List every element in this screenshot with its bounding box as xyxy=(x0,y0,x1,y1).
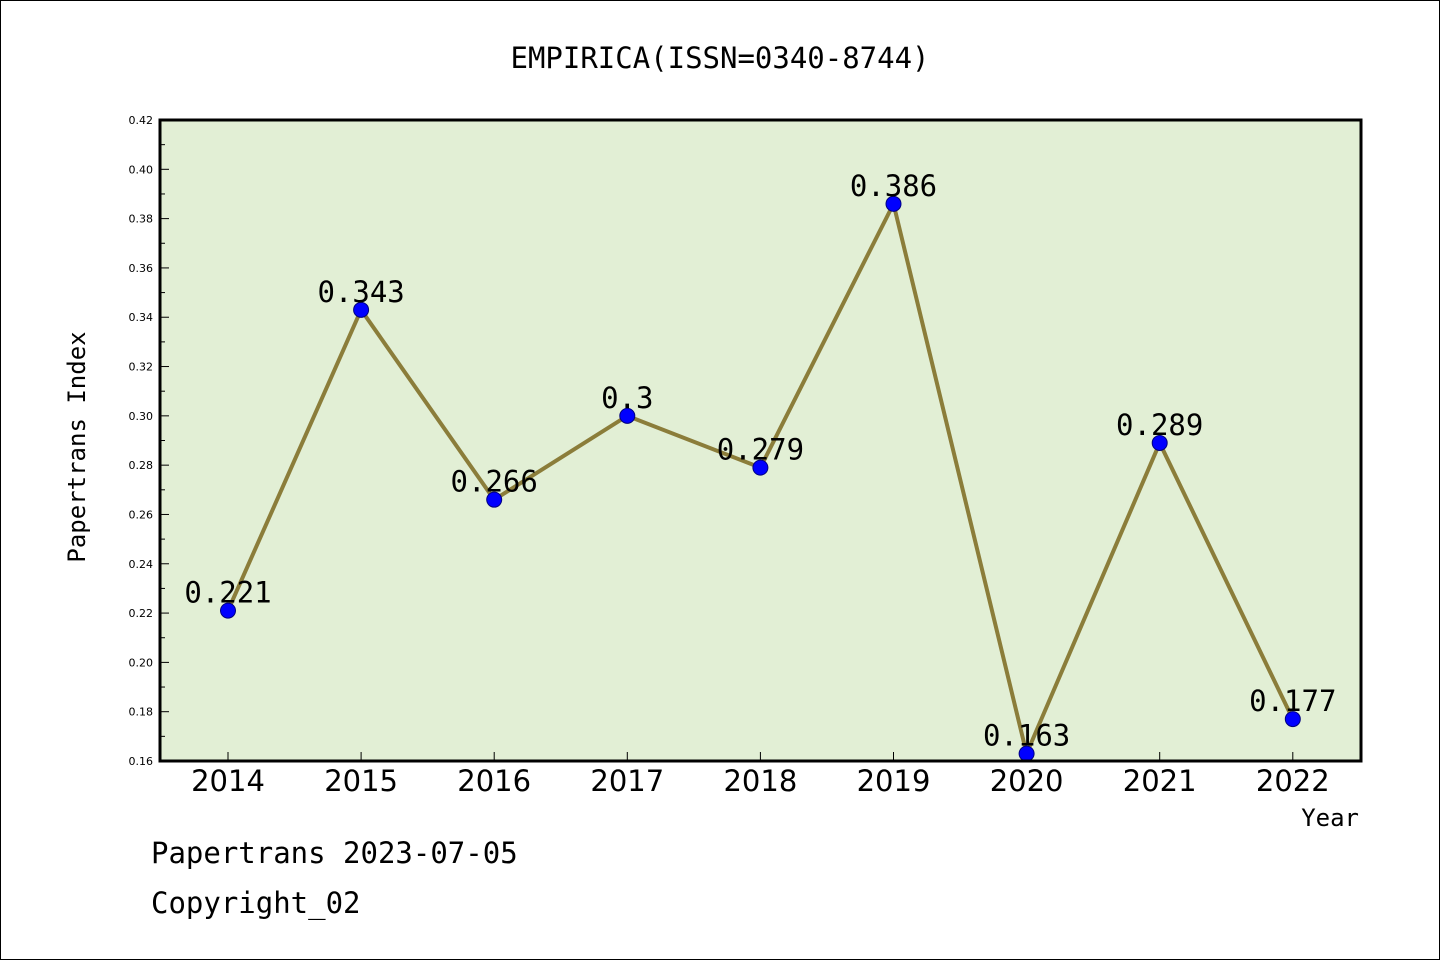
data-labels-group: 0.221 0.343 0.266 0.3 0.279 0.386 0.163 0.289 0.… xyxy=(184,169,1336,753)
data-label: 0.221 xyxy=(184,576,271,610)
data-point-marker xyxy=(1284,711,1301,728)
data-point-marker xyxy=(1151,434,1168,451)
footer-copyright-text: Copyright_02 xyxy=(151,886,361,920)
markers-group xyxy=(220,195,1301,762)
y-tick-label: 0.30 xyxy=(129,410,154,423)
x-tick-label: 2015 xyxy=(324,764,398,798)
x-tick-label: 2020 xyxy=(990,764,1064,798)
y-tick-label: 0.32 xyxy=(129,361,154,374)
data-point-marker xyxy=(220,602,236,619)
y-tick-label: 0.42 xyxy=(129,114,154,127)
y-tick-label: 0.28 xyxy=(129,459,154,472)
data-point-marker xyxy=(619,407,636,424)
x-tick-label: 2018 xyxy=(723,764,797,798)
x-tick-label: 2016 xyxy=(457,764,531,798)
chart-title: EMPIRICA(ISSN=0340-8744) xyxy=(510,41,929,75)
x-tick-label: 2021 xyxy=(1123,764,1197,798)
data-label: 0.163 xyxy=(983,719,1070,753)
y-tick-label: 0.18 xyxy=(129,706,154,719)
x-tick-label: 2014 xyxy=(191,764,265,798)
footer-date-text: Papertrans 2023-07-05 xyxy=(151,836,518,870)
data-label: 0.177 xyxy=(1249,684,1336,718)
x-axis-label: Year xyxy=(1301,804,1359,832)
y-tick-label: 0.16 xyxy=(129,755,154,768)
data-point-marker xyxy=(752,459,769,476)
y-tick-label: 0.38 xyxy=(129,213,154,226)
data-label: 0.279 xyxy=(717,433,804,467)
x-axis: 2014 2015 2016 2017 2018 2019 2020 2021 2022 xyxy=(191,752,1330,798)
y-axis: 0.16 0.18 0.20 0.22 0.24 0.26 0.28 0.30 0.32 0.34… xyxy=(129,114,169,768)
y-axis-label: Papertrans Index xyxy=(63,331,91,562)
y-tick-label: 0.34 xyxy=(129,311,154,324)
data-label: 0.386 xyxy=(850,169,937,203)
y-tick-label: 0.40 xyxy=(129,163,154,176)
data-label: 0.3 xyxy=(601,381,653,415)
x-tick-label: 2019 xyxy=(857,764,931,798)
data-label: 0.343 xyxy=(317,275,404,309)
y-tick-label: 0.22 xyxy=(129,607,154,620)
data-point-marker xyxy=(486,491,503,508)
data-label: 0.266 xyxy=(451,465,538,499)
y-tick-label: 0.24 xyxy=(129,558,154,571)
data-point-marker xyxy=(885,195,902,212)
x-tick-label: 2022 xyxy=(1256,764,1330,798)
y-tick-label: 0.20 xyxy=(129,656,154,669)
y-tick-label: 0.26 xyxy=(129,508,154,521)
x-tick-label: 2017 xyxy=(590,764,664,798)
data-point-marker xyxy=(353,301,370,318)
plot-border xyxy=(158,118,1363,763)
y-tick-label: 0.36 xyxy=(129,262,154,275)
data-label: 0.289 xyxy=(1116,408,1203,442)
